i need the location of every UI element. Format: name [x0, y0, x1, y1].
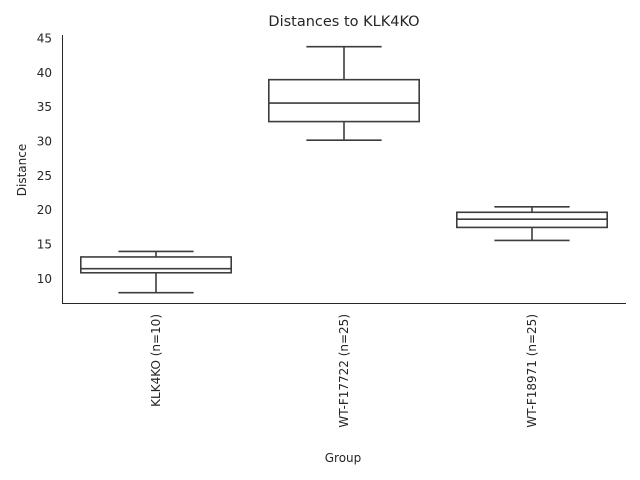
- y-tick-label: 30: [37, 135, 52, 149]
- y-tick-label: 25: [37, 169, 52, 183]
- y-tick-label: 40: [37, 66, 52, 80]
- box-iqr: [80, 256, 232, 274]
- box-group: [267, 45, 420, 141]
- x-tick-label: WT-F18971 (n=25): [525, 314, 539, 428]
- y-tick-label: 20: [37, 203, 52, 217]
- y-tick-label: 10: [37, 272, 52, 286]
- y-axis: 10 15 20 25 30 35 40 45: [37, 31, 52, 286]
- x-tick-label: KLK4KO (n=10): [149, 314, 163, 407]
- box-iqr: [267, 78, 420, 123]
- y-axis-label: Distance: [15, 144, 29, 196]
- boxes: [80, 45, 608, 294]
- y-tick-label: 35: [37, 100, 52, 114]
- box-group: [455, 205, 608, 242]
- x-tick-label: WT-F17722 (n=25): [337, 314, 351, 428]
- y-tick-label: 45: [37, 31, 52, 45]
- y-tick-label: 15: [37, 238, 52, 252]
- chart-title: Distances to KLK4KO: [268, 14, 419, 30]
- box-group: [80, 250, 232, 294]
- x-axis-label: Group: [325, 451, 362, 465]
- x-axis: KLK4KO (n=10) WT-F17722 (n=25) WT-F18971 (…: [149, 314, 539, 428]
